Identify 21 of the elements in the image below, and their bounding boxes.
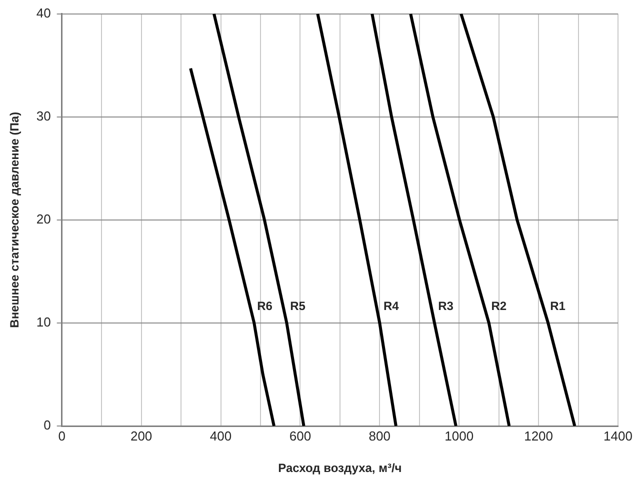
series-label: R2 — [491, 298, 507, 313]
series-label: R1 — [550, 298, 566, 313]
y-tick-label: 10 — [36, 314, 51, 330]
series-label: R6 — [257, 298, 273, 313]
series-label: R5 — [290, 298, 306, 313]
x-tick-label: 1400 — [604, 428, 632, 444]
series-label: R3 — [438, 298, 454, 313]
x-tick-label: 0 — [58, 428, 66, 444]
x-tick-label: 800 — [368, 428, 391, 444]
x-tick-label: 600 — [289, 428, 312, 444]
x-tick-label: 400 — [210, 428, 232, 444]
x-axis-title: Расход воздуха, м³/ч — [278, 461, 402, 476]
y-tick-label: 20 — [36, 211, 51, 226]
x-tick-label: 1000 — [444, 428, 474, 444]
y-tick-label: 40 — [36, 5, 51, 20]
y-tick-label: 0 — [44, 418, 51, 433]
y-axis-title: Внешнее статическое давление (Па) — [8, 112, 22, 328]
series-label: R4 — [383, 298, 400, 313]
y-tick-label: 30 — [36, 108, 51, 124]
x-tick-label: 200 — [130, 428, 152, 444]
x-tick-label: 1200 — [524, 428, 554, 444]
